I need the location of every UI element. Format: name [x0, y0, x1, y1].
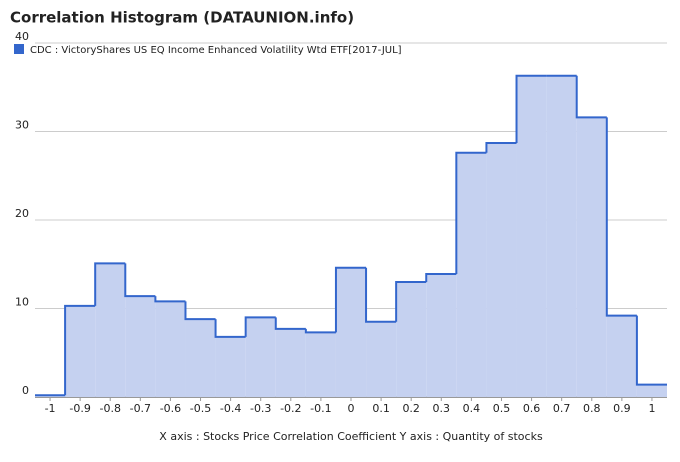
x-tick-label: 0.7	[553, 402, 571, 415]
x-tick-label: -0.2	[280, 402, 301, 415]
bar	[185, 319, 216, 397]
bar-outline	[214, 319, 246, 338]
bar-outline	[244, 316, 276, 337]
bar-outline	[425, 272, 457, 282]
bar-outline	[635, 315, 667, 386]
x-tick-label: -0.9	[69, 402, 90, 415]
x-tick-label: 1	[648, 402, 655, 415]
x-tick-label: 0.3	[433, 402, 451, 415]
bar	[396, 281, 427, 397]
bar	[636, 384, 667, 397]
x-tick-label: -0.5	[190, 402, 211, 415]
legend-swatch	[14, 44, 24, 54]
x-tick-label: 0.4	[463, 402, 481, 415]
x-tick-label: -1	[45, 402, 56, 415]
y-tick-label: 10	[15, 296, 29, 309]
x-tick-label: 0.6	[523, 402, 541, 415]
bar-outline	[124, 263, 156, 298]
bar-outline	[154, 296, 186, 303]
bar-outline	[575, 75, 607, 119]
axis-label: X axis : Stocks Price Correlation Coeffi…	[159, 430, 543, 443]
bar-outline	[274, 317, 306, 330]
x-tick-label: -0.7	[130, 402, 151, 415]
bar-outline	[304, 328, 336, 334]
bar-outline	[365, 267, 397, 323]
chart-title: Correlation Histogram (DATAUNION.info)	[10, 9, 354, 27]
bar	[125, 296, 156, 397]
bar-outline	[395, 280, 427, 322]
bar	[155, 301, 186, 397]
bar	[516, 75, 547, 398]
y-tick-label: 40	[15, 30, 29, 43]
bar-outline	[64, 304, 96, 396]
bar-outline	[605, 117, 637, 317]
bar	[576, 117, 607, 397]
bar	[456, 152, 487, 397]
y-tick-label: 0	[22, 384, 29, 397]
x-tick-label: 0.9	[613, 402, 631, 415]
bar-outline	[485, 142, 517, 153]
bar	[335, 267, 367, 397]
bar-outline	[334, 266, 367, 333]
x-tick-label: 0	[348, 402, 355, 415]
x-tick-label: 0.5	[493, 402, 511, 415]
bar	[606, 315, 637, 397]
bar-outline	[455, 151, 487, 274]
bar	[426, 273, 457, 397]
bar	[305, 332, 336, 397]
bar-outline	[515, 74, 547, 144]
x-tick-label: -0.6	[160, 402, 181, 415]
x-tick-label: 0.2	[402, 402, 420, 415]
y-tick-label: 30	[15, 119, 29, 132]
bar	[65, 305, 96, 397]
bar	[245, 317, 276, 397]
legend-label: CDC : VictoryShares US EQ Income Enhance…	[30, 45, 402, 56]
bar	[275, 328, 306, 397]
bar-outline	[184, 301, 216, 321]
bar	[215, 336, 246, 397]
x-tick-label: -0.8	[100, 402, 121, 415]
bar	[366, 321, 397, 397]
bar-outline	[94, 262, 126, 306]
x-tick-label: 0.8	[583, 402, 601, 415]
x-tick-label: -0.1	[310, 402, 331, 415]
bar	[95, 263, 126, 397]
x-tick-label: -0.4	[220, 402, 241, 415]
y-tick-label: 20	[15, 207, 29, 220]
x-tick-label: -0.3	[250, 402, 271, 415]
bar	[546, 75, 577, 398]
bar	[486, 143, 517, 397]
x-tick-label: 0.1	[372, 402, 390, 415]
